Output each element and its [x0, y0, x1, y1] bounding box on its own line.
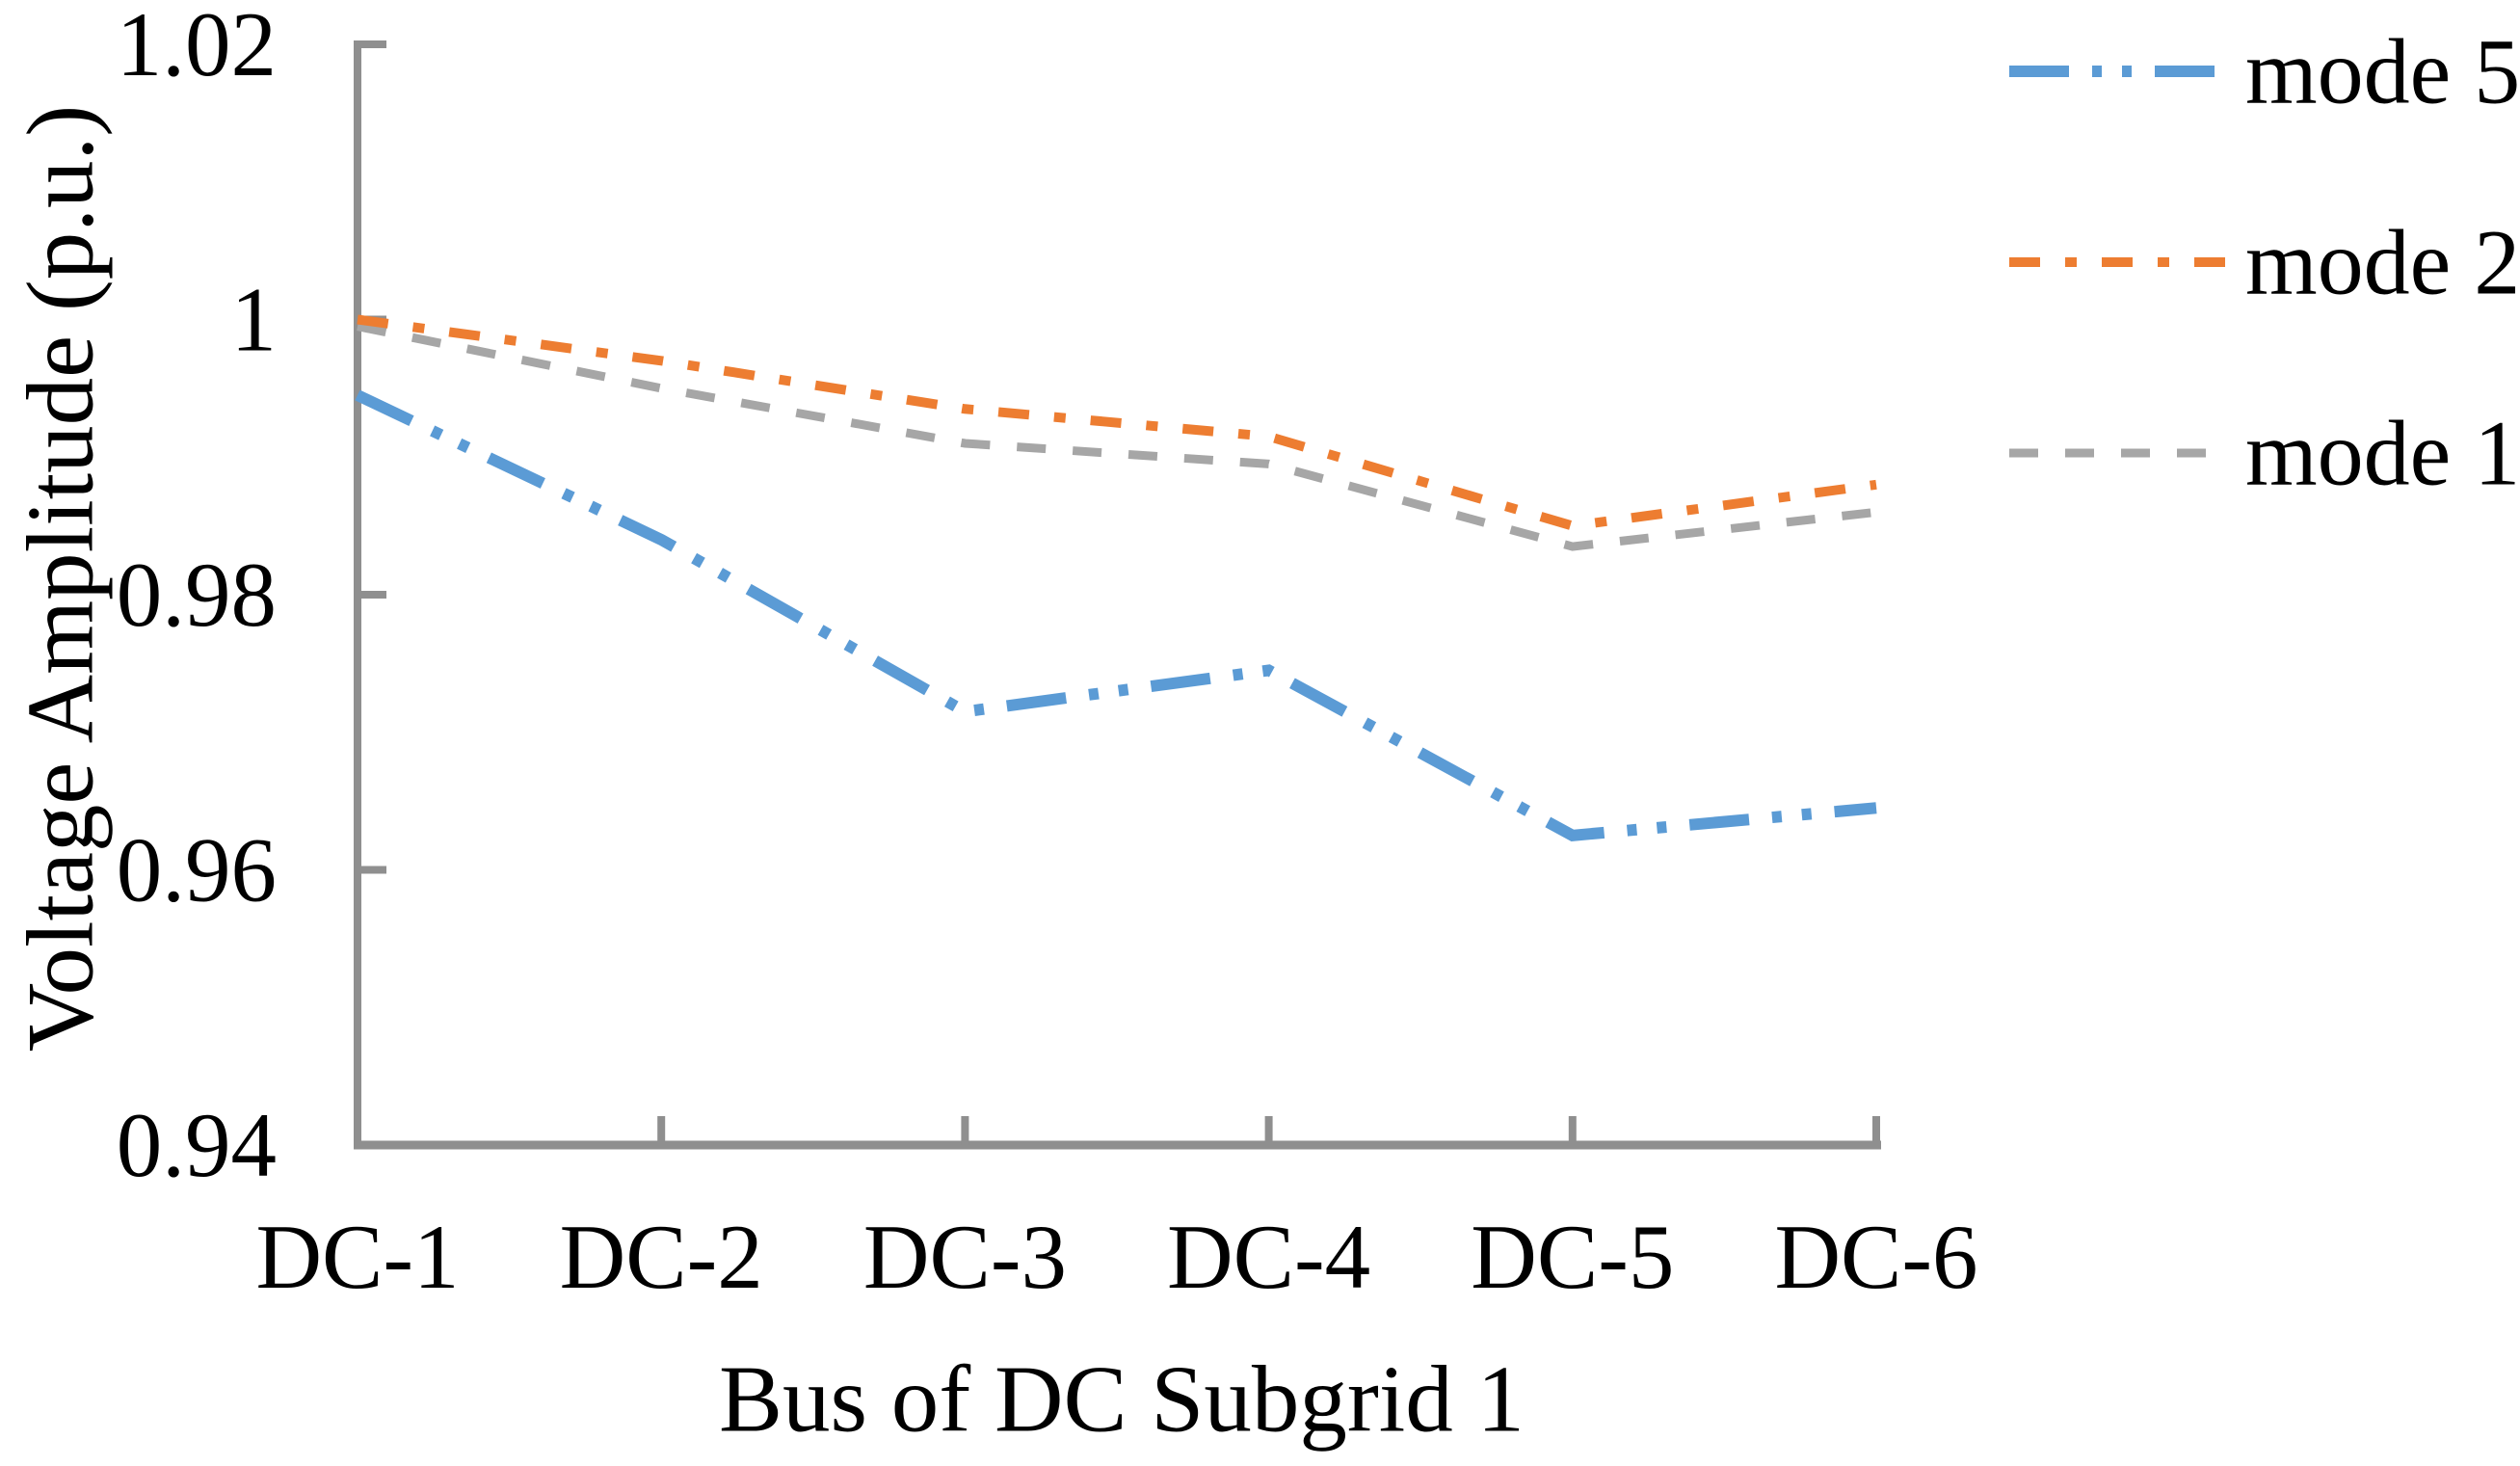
x-category-label: DC-5	[1471, 1206, 1674, 1308]
x-category-label: DC-6	[1774, 1206, 1977, 1308]
y-tick-label: 0.94	[117, 1094, 277, 1196]
legend-label-mode-2: mode 2	[2245, 211, 2520, 314]
y-tick-label: 1.02	[117, 0, 277, 95]
x-category-label: DC-4	[1167, 1206, 1370, 1308]
y-tick-label: 0.98	[117, 544, 277, 646]
y-tick-label: 1	[231, 269, 278, 371]
series-line-mode-2	[357, 314, 1877, 531]
x-axis-title: Bus of DC Subgrid 1	[719, 1347, 1525, 1453]
y-axis-title: Voltage Amplitude (p.u.)	[9, 105, 114, 1053]
legend-label-mode-5: mode 5	[2245, 20, 2520, 123]
x-category-label: DC-1	[255, 1206, 459, 1308]
y-tick-label: 0.96	[117, 819, 277, 921]
series-line-mode-1	[357, 322, 1877, 551]
series-line-mode-5	[355, 389, 1877, 841]
x-category-label: DC-2	[560, 1206, 763, 1308]
x-category-label: DC-3	[863, 1206, 1067, 1308]
legend-label-mode-1: mode 1	[2245, 402, 2520, 505]
